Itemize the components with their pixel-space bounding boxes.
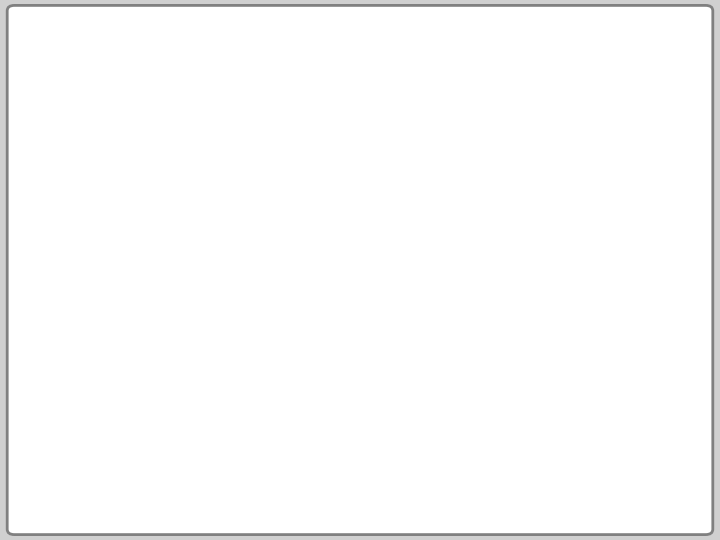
Bar <box>126 292 138 301</box>
Bar <box>126 238 138 247</box>
Text: 2: 2 <box>415 446 434 474</box>
Text: A reciprocal is a fraction that is inverted and the
    product is 1.  It looks : A reciprocal is a fraction that is inver… <box>148 294 689 338</box>
Text: 6: 6 <box>315 446 334 474</box>
Text: 2: 2 <box>315 370 334 400</box>
Text: Example:: Example: <box>135 358 257 382</box>
Text: =: = <box>462 408 488 437</box>
Text: When working with negative exponents you need
    to know what a reciprocal is..: When working with negative exponents you… <box>148 186 701 230</box>
Text: Reciprocal: Reciprocal <box>367 358 482 377</box>
Text: Product: Product <box>482 358 568 377</box>
Text: Reciprocals: Reciprocals <box>129 114 417 163</box>
Text: We already covered this earlier in the course so
    as a quick review...: We already covered this earlier in the c… <box>148 240 681 284</box>
Text: •: • <box>365 406 384 439</box>
Text: 1: 1 <box>516 408 535 437</box>
Text: 6: 6 <box>415 370 434 400</box>
Bar <box>126 184 138 193</box>
Text: Original: Original <box>281 358 368 377</box>
